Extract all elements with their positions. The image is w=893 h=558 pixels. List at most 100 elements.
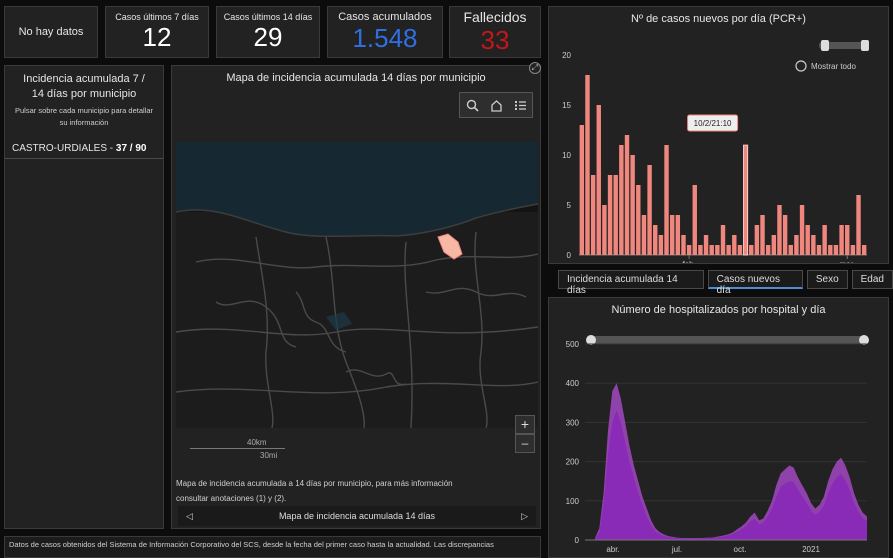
no-data-label: No hay datos: [18, 26, 84, 38]
zoom-in-button[interactable]: +: [515, 415, 535, 434]
bar: [653, 225, 658, 255]
bar: [698, 245, 703, 255]
cases-7-value: 12: [142, 22, 172, 52]
next-arrow-icon[interactable]: ▷: [521, 510, 528, 521]
home-icon[interactable]: [484, 93, 508, 117]
footnote: Datos de casos obtenidos del Sistema de …: [4, 536, 541, 558]
map-title: Mapa de incidencia acumulada 14 días por…: [226, 72, 486, 84]
bar: [816, 245, 822, 255]
bar: [658, 235, 664, 255]
prev-arrow-icon[interactable]: ◁: [186, 510, 193, 521]
bar: [590, 175, 596, 255]
bar: [850, 245, 856, 255]
bar: [782, 215, 788, 255]
map-view[interactable]: [176, 142, 538, 428]
map-canvas: [176, 142, 538, 428]
show-all-link[interactable]: Mostrar todo: [811, 62, 856, 71]
bar: [856, 195, 861, 255]
bar: [771, 235, 777, 255]
hospital-area-chart[interactable]: 0 100 200 300 400 500 abr. jul. oct. 2021: [549, 322, 888, 558]
tab-new-cases[interactable]: Casos nuevos día: [707, 270, 803, 296]
range-slider-handle-left: [821, 40, 829, 51]
tooltip-text: 10/2/21:10: [694, 119, 732, 128]
bar: [596, 105, 601, 255]
y-tick-label: 500: [566, 340, 580, 349]
range-slider-track: [819, 42, 869, 49]
bar: [647, 165, 652, 255]
x-tick-label: oct.: [734, 545, 747, 554]
bar: [749, 245, 754, 255]
hospital-chart-title: Número de hospitalizados por hospital y …: [611, 304, 826, 316]
scale-mi: 30mi: [260, 451, 278, 460]
bar: [675, 215, 681, 255]
cases-bar-chart[interactable]: Mostrar todo 0 5 10 15 20 feb. mar. 10/2/21:10: [549, 33, 888, 263]
map-panel: Mapa de incidencia acumulada 14 días por…: [171, 62, 541, 529]
deaths-label: Fallecidos: [463, 9, 527, 25]
y-tick-label: 300: [566, 418, 580, 427]
cases-7-label: Casos últimos 7 días: [115, 12, 199, 22]
bar: [726, 245, 731, 255]
bar: [732, 235, 737, 255]
tab-sex[interactable]: Sexo: [806, 270, 848, 289]
x-tick-label: feb.: [682, 260, 695, 263]
bar: [760, 215, 765, 255]
tab-age[interactable]: Edad: [851, 270, 893, 289]
range-slider-handle-left: [586, 335, 596, 345]
bar: [630, 155, 635, 255]
bar: [636, 185, 641, 255]
municipality-row[interactable]: CASTRO-URDIALES - 37 / 90: [5, 143, 163, 159]
bar: [585, 75, 590, 255]
y-tick-label: 15: [562, 101, 571, 110]
y-tick-label: 5: [567, 201, 572, 210]
scale-km: 40km: [247, 438, 267, 447]
castro-urdiales-area[interactable]: [437, 233, 463, 260]
scale-bar: 40km 30mi: [190, 438, 290, 460]
bar: [607, 175, 613, 255]
y-tick-label: 10: [562, 151, 571, 160]
bar: [777, 205, 782, 255]
map-toolbar: [459, 92, 533, 118]
x-tick-label: jul.: [671, 545, 682, 554]
y-tick-label: 20: [562, 51, 571, 60]
bar: [811, 235, 816, 255]
cases-chart-title: Nº de casos nuevos por día (PCR+): [631, 13, 806, 25]
bar: [794, 235, 799, 255]
bar: [669, 215, 675, 255]
cases-14-tile: Casos últimos 14 días 29: [216, 6, 320, 58]
y-tick-label: 200: [566, 458, 580, 467]
cases-total-value: 1.548: [352, 23, 418, 53]
deaths-value: 33: [480, 25, 510, 55]
y-tick-label: 400: [566, 379, 580, 388]
cases-14-label: Casos últimos 14 días: [223, 12, 313, 22]
tab-incidence-14[interactable]: Incidencia acumulada 14 días: [558, 270, 704, 296]
bar: [839, 225, 844, 255]
y-tick-label: 0: [575, 536, 580, 545]
cases-total-label: Casos acumulados: [338, 11, 432, 23]
bar: [681, 235, 686, 255]
map-footer: ◁ Mapa de incidencia acumulada 14 días ▷: [178, 506, 536, 526]
map-footer-label: Mapa de incidencia acumulada 14 días: [278, 511, 436, 521]
search-icon[interactable]: [460, 93, 484, 117]
map-caption: Mapa de incidencia acumulada a 14 días p…: [176, 479, 453, 503]
bar: [602, 205, 607, 255]
x-tick-label: mar.: [839, 260, 855, 263]
bar: [664, 145, 669, 255]
y-tick-label: 100: [566, 497, 580, 506]
legend-icon[interactable]: [508, 93, 532, 117]
bar: [709, 245, 714, 255]
bar: [641, 215, 647, 255]
bar: [692, 185, 697, 255]
zoom-out-button[interactable]: –: [515, 434, 535, 453]
deaths-tile: Fallecidos 33: [449, 6, 541, 58]
bar: [579, 125, 585, 255]
range-slider-track: [589, 336, 865, 344]
bar: [686, 245, 692, 255]
bar: [754, 225, 760, 255]
bar: [805, 225, 810, 255]
cases-chart-panel: Nº de casos nuevos por día (PCR+) Mostra…: [548, 6, 889, 264]
bar: [822, 225, 827, 255]
bar: [861, 245, 867, 255]
incidence-hint: Pulsar sobre cada municipio para detalla…: [15, 106, 153, 127]
expand-icon[interactable]: ⤢: [529, 62, 541, 74]
footnote-text: Datos de casos obtenidos del Sistema de …: [9, 540, 494, 549]
